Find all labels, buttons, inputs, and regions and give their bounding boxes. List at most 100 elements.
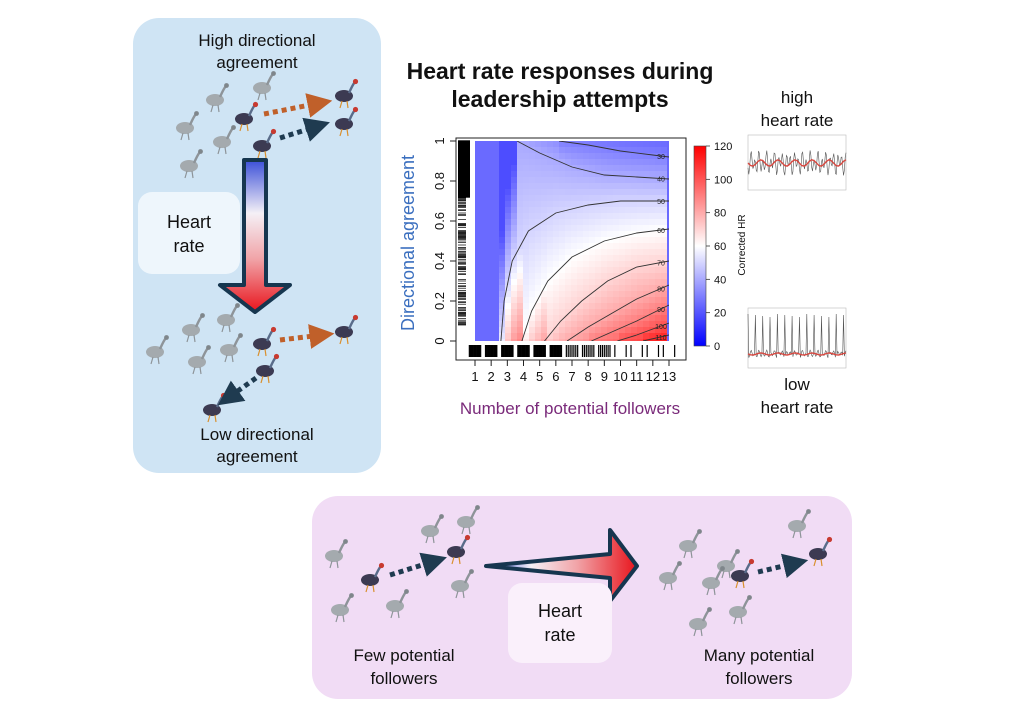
heatmap-cell [601,339,608,346]
heatmap-cell [637,237,644,244]
heatmap-cell [601,219,608,226]
heatmap-cell [517,291,524,298]
heatmap-cell [595,249,602,256]
heatmap-cell [625,285,632,292]
heatmap-cell [625,165,632,172]
heatmap-cell [547,171,554,178]
many-followers-label-line2: followers [725,669,792,688]
heatmap-cell [589,237,596,244]
heatmap-cell [529,231,536,238]
heatmap-cell [493,159,500,166]
heatmap-cell [667,297,674,304]
heatmap-cell [547,147,554,154]
heatmap-cell [553,339,560,346]
heatmap-cell [481,189,488,196]
heatmap-cell [631,309,638,316]
heatmap-cell [475,327,482,334]
heatmap-cell [571,315,578,322]
heatmap-cell [553,279,560,286]
x-tick-label: 1 [471,369,478,384]
heatmap-cell [475,225,482,232]
heatmap-cell [631,249,638,256]
heatmap-cell [601,261,608,268]
heatmap-cell [577,153,584,160]
heatmap-cell [493,285,500,292]
heatmap-cell [505,195,512,202]
heatmap-cell [637,171,644,178]
heatmap-cell [613,219,620,226]
heatmap-cell [577,309,584,316]
heatmap-cell [619,285,626,292]
heatmap-cell [661,243,668,250]
heatmap-cell [613,225,620,232]
heatmap-cell [565,225,572,232]
x-axis-label: Number of potential followers [460,399,680,418]
heatmap-cell [643,201,650,208]
heatmap-cell [619,141,626,148]
heatmap-cell [475,213,482,220]
heatmap-cell [631,141,638,148]
right-traces: high heart rate low heart rate [748,88,846,417]
heatmap-cell [631,273,638,280]
heatmap-cell [583,219,590,226]
heatmap-cell [487,243,494,250]
heatmap-cell [523,309,530,316]
heatmap-cell [613,243,620,250]
heatmap-cell [619,279,626,286]
heatmap-cell [661,219,668,226]
heatmap-cell [559,219,566,226]
heatmap-cell [613,261,620,268]
heatmap-cell [487,237,494,244]
heatmap-cell [643,333,650,340]
heatmap-cell [601,165,608,172]
heatmap-cell [583,159,590,166]
heatmap-cell [523,153,530,160]
colorbar-tick-label: 0 [714,341,720,353]
heatmap-cell [535,255,542,262]
contour-label: 110 [655,335,666,342]
heatmap-cell [493,141,500,148]
heatmap-cell [529,261,536,268]
heatmap-cell [529,297,536,304]
heatmap-cell [547,201,554,208]
heatmap-cell [571,195,578,202]
heatmap-cell [505,189,512,196]
heatmap-cell [511,219,518,226]
heatmap-cell [511,207,518,214]
heatmap-cell [547,291,554,298]
heatmap-cell [667,165,674,172]
heatmap-cell [499,195,506,202]
colorbar-ticks: 020406080100120 [706,141,732,353]
x-axis-ticks: 1 2 3 4 5 6 7 8 9 10 11 12 13 [471,360,676,384]
heatmap-cell [589,333,596,340]
bottom-panel: Heart rate Few potential followers Many … [312,496,852,699]
heatmap-cell [631,279,638,286]
heatmap-cell [607,195,614,202]
heatmap-cell [613,285,620,292]
heatmap-cell [601,285,608,292]
heatmap-cell [553,231,560,238]
heatmap-cell [529,321,536,328]
heatmap-cell [505,333,512,340]
heatmap-cell [625,141,632,148]
heatmap-cell [661,183,668,190]
heatmap-cell [595,165,602,172]
heatmap-cell [589,303,596,310]
heatmap-cell [565,327,572,334]
heatmap-cell [631,303,638,310]
heatmap-cell [511,279,518,286]
heatmap-cell [535,321,542,328]
heatmap-cell [631,183,638,190]
heatmap-cell [553,183,560,190]
heatmap-cell [493,321,500,328]
heatmap-cell [535,303,542,310]
heatmap-cell [523,285,530,292]
heatmap-cell [625,327,632,334]
heatmap-cell [595,297,602,304]
heatmap-cell [577,237,584,244]
heatmap-cell [667,147,674,154]
high-agreement-label-line2: agreement [216,53,298,72]
heatmap-cell [529,285,536,292]
heatmap-cell [499,213,506,220]
heatmap-cell [577,339,584,346]
